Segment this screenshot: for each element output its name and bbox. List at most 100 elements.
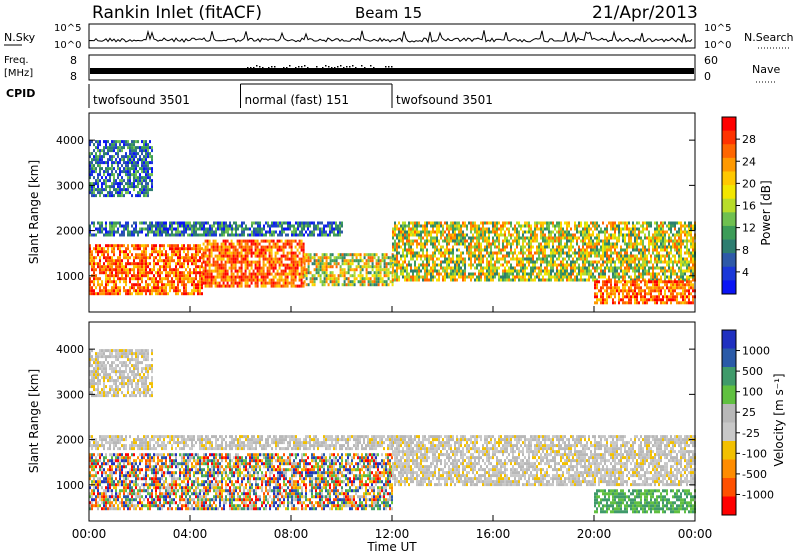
heatmap-cell [101,167,103,171]
heatmap-cell [127,289,129,293]
heatmap-cell [558,245,560,249]
heatmap-cell [582,248,584,252]
heatmap-cell [91,250,93,254]
heatmap-cell [558,227,560,231]
heatmap-cell [191,277,193,281]
heatmap-cell [646,272,648,276]
heatmap-cell [261,230,263,234]
heatmap-cell [246,242,249,246]
heatmap-cell [349,268,352,272]
heatmap-cell [282,254,285,258]
heatmap-cell [248,260,251,264]
heatmap-cell [436,278,438,282]
heatmap-cell [428,233,430,237]
heatmap-cell [688,260,690,264]
heatmap-cell [580,224,582,228]
heatmap-cell [498,266,500,270]
heatmap-cell [229,233,231,237]
heatmap-cell [89,224,91,228]
heatmap-cell [628,275,630,279]
heatmap-cell [552,248,554,252]
heatmap-cell [135,194,137,198]
heatmap-cell [290,272,293,276]
heatmap-cell [474,272,476,276]
heatmap-cell [113,224,115,228]
heatmap-cell [494,263,496,267]
heatmap-cell [242,272,245,276]
heatmap-cell [454,263,456,267]
heatmap-cell [642,257,644,261]
heatmap-cell [221,227,223,231]
heatmap-cell [562,233,564,237]
nave-dot [271,66,273,68]
heatmap-cell [648,224,650,228]
heatmap-cell [502,233,504,237]
heatmap-cell [488,275,490,279]
heatmap-cell [275,224,277,228]
heatmap-cell [514,227,516,231]
heatmap-cell [404,221,406,225]
heatmap-cell [528,245,530,249]
heatmap-cell [212,260,215,264]
heatmap-cell [359,274,362,278]
heatmap-cell [660,233,662,237]
heatmap-cell [262,248,265,252]
heatmap-cell [187,250,189,254]
heatmap-cell [398,233,400,237]
heatmap-cell [546,236,548,240]
heatmap-cell [111,262,113,266]
nave-dot [256,65,258,67]
heatmap-cell [228,248,231,252]
heatmap-cell [220,263,223,267]
heatmap-cell [103,250,105,254]
heatmap-cell [121,268,123,272]
heatmap-cell [236,275,239,279]
heatmap-cell [153,277,155,281]
heatmap-cell [608,260,610,264]
heatmap-cell [498,236,500,240]
heatmap-cell [504,230,506,234]
heatmap-cell [586,236,588,240]
heatmap-cell [117,146,119,150]
heatmap-cell [95,194,97,198]
heatmap-cell [274,251,277,255]
heatmap-cell [660,275,662,279]
heatmap-cell [654,242,656,246]
heatmap-cell [662,230,664,234]
heatmap-cell [307,265,310,269]
heatmap-cell [135,277,137,281]
heatmap-cell [444,221,446,225]
heatmap-cell [309,230,311,234]
heatmap-cell [558,242,560,246]
heatmap-cell [113,277,115,281]
heatmap-cell [187,274,189,278]
heatmap-cell [127,262,129,266]
heatmap-cell [121,262,123,266]
heatmap-cell [242,239,245,243]
heatmap-cell [690,257,692,261]
heatmap-cell [544,251,546,255]
heatmap-cell [280,263,283,267]
heatmap-cell [197,271,199,275]
heatmap-cell [383,259,386,263]
heatmap-cell [400,224,402,228]
heatmap-cell [195,274,197,278]
heatmap-cell [240,284,243,288]
heatmap-cell [568,272,570,276]
heatmap-cell [582,257,584,261]
heatmap-cell [216,254,219,258]
heatmap-cell [414,275,416,279]
heatmap-cell [274,275,277,279]
heatmap-cell [123,155,125,159]
heatmap-cell [313,227,315,231]
heatmap-cell [259,224,261,228]
heatmap-cell [420,275,422,279]
heatmap-cell [139,188,141,192]
heatmap-cell [89,176,91,180]
heatmap-cell [438,242,440,246]
heatmap-cell [105,292,107,296]
heatmap-cell [670,269,672,273]
heatmap-cell [522,239,524,243]
heatmap-cell [133,268,135,272]
